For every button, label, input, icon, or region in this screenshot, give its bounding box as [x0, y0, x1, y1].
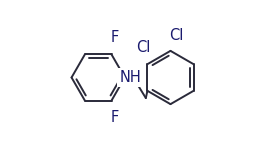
Text: F: F — [110, 110, 119, 125]
Text: Cl: Cl — [169, 28, 184, 43]
Text: F: F — [110, 30, 119, 45]
Text: Cl: Cl — [136, 40, 151, 55]
Text: NH: NH — [119, 70, 141, 85]
